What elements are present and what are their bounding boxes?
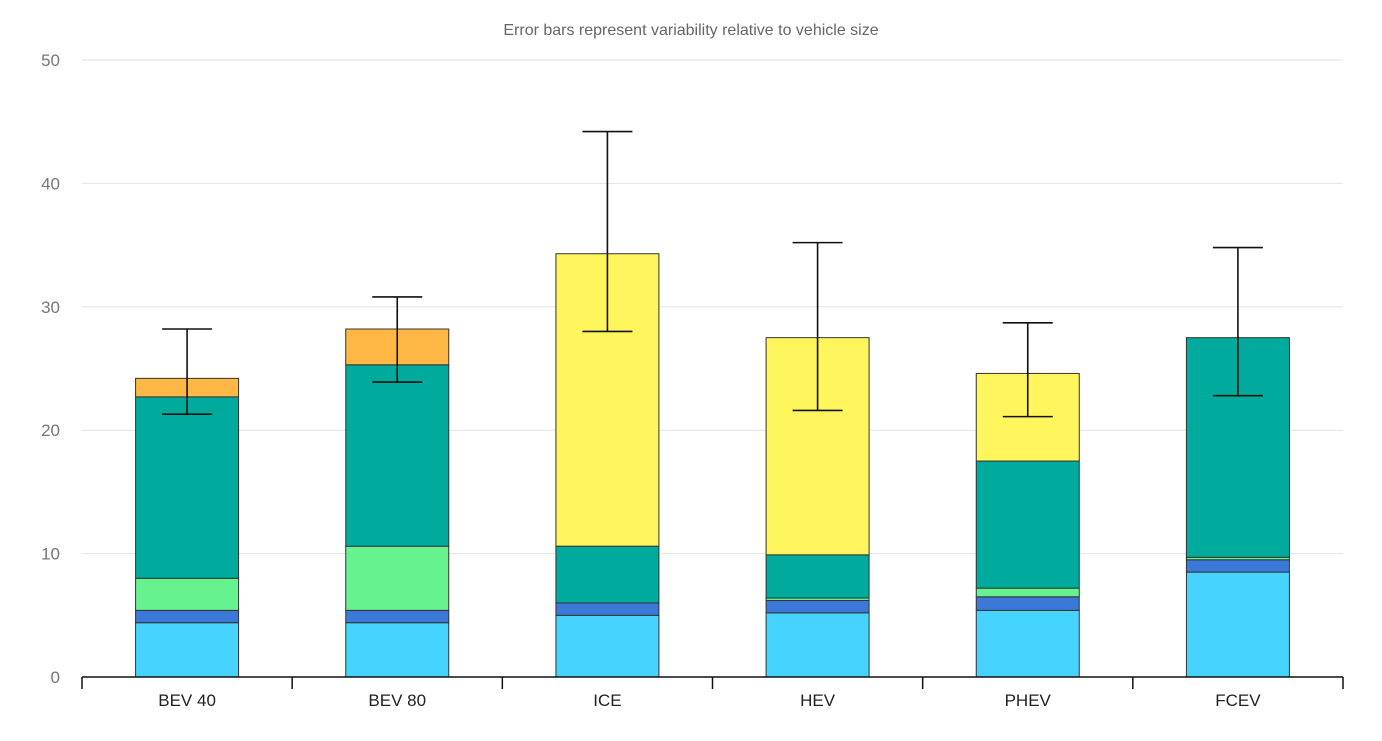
y-tick-label: 20 — [41, 421, 60, 440]
x-axis: BEV 40 BEV 80 ICE HEV PHEV FCEV — [81, 676, 1344, 710]
bar-segment — [1185, 571, 1290, 678]
x-tick-label: PHEV — [1005, 691, 1052, 710]
bar-segment — [345, 545, 450, 611]
bar-segment — [975, 587, 1080, 598]
x-tick-label: BEV 80 — [368, 691, 426, 710]
bar-segment — [135, 622, 240, 678]
bar-segment — [135, 396, 240, 579]
x-tick-label: BEV 40 — [158, 691, 216, 710]
bar-segment — [765, 612, 870, 678]
error-bars — [162, 130, 1263, 418]
bar-segment — [555, 602, 660, 616]
y-tick-label: 0 — [51, 668, 60, 687]
bar-segment — [975, 596, 1080, 611]
bar-segment — [975, 609, 1080, 678]
bar-segment — [555, 545, 660, 604]
chart-subtitle: Error bars represent variability relativ… — [503, 22, 879, 39]
x-tick-label: FCEV — [1215, 691, 1261, 710]
gridlines — [82, 59, 1343, 555]
y-tick-label: 10 — [41, 545, 60, 564]
bar-segment — [765, 599, 870, 614]
bar-segment — [345, 609, 450, 624]
y-axis: 0 10 20 30 40 50 — [41, 51, 60, 687]
bar-segment — [135, 577, 240, 611]
y-tick-label: 40 — [41, 174, 60, 193]
bar-segment — [555, 614, 660, 678]
bar-segment — [135, 609, 240, 624]
bars — [135, 253, 1290, 678]
x-tick-label: HEV — [800, 691, 836, 710]
bar-segment — [1185, 559, 1290, 573]
bar-segment — [345, 364, 450, 547]
bar-segment — [345, 622, 450, 678]
y-tick-label: 50 — [41, 51, 60, 70]
x-tick-label: ICE — [593, 691, 621, 710]
bar-segment — [975, 460, 1080, 589]
y-tick-label: 30 — [41, 298, 60, 317]
bar-segment — [765, 554, 870, 599]
